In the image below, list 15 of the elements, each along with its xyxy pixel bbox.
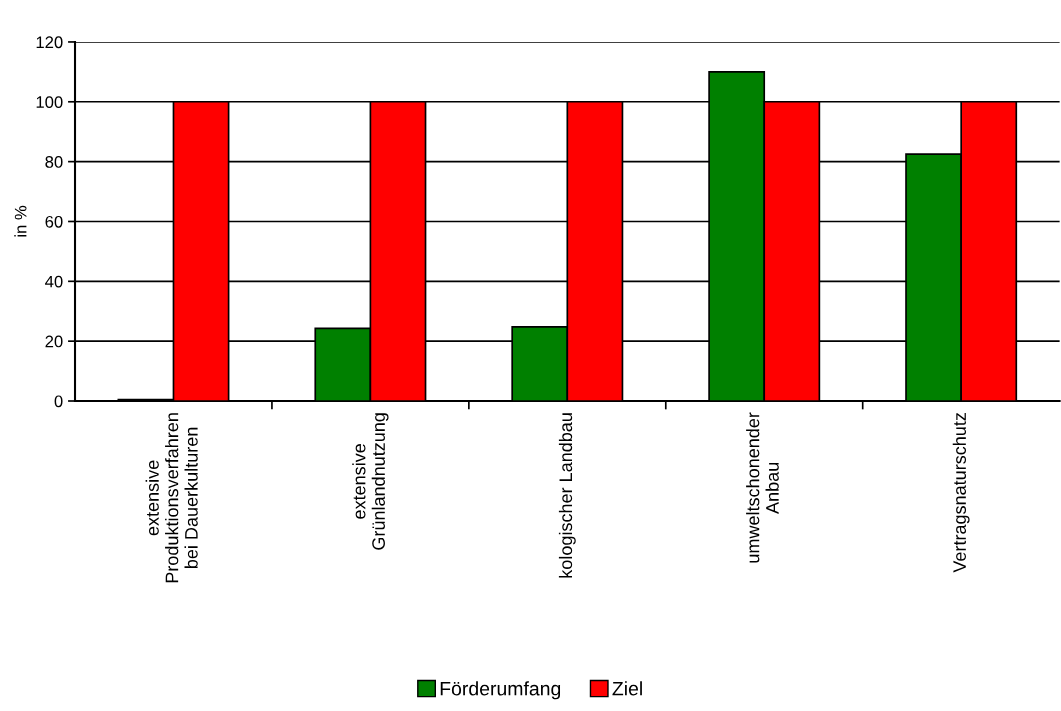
y-tick-label: 20 [45, 335, 63, 348]
y-tick-label: 80 [45, 156, 63, 168]
y-tick-label: 0 [54, 395, 63, 408]
x-tick-label: extensive Produktionsverfahren bei Dauerkulturen [145, 413, 198, 583]
y-axis-title: in % [14, 205, 27, 237]
x-tick-label: kologischer Landbau [558, 413, 576, 578]
x-tick-label: extensive Grünlandnutzung [352, 413, 389, 550]
y-tick-label: 120 [36, 36, 63, 49]
x-tick-label: Vertragsnaturschutz [952, 413, 970, 573]
y-tick-label: 100 [36, 96, 63, 108]
y-tick-label: 60 [45, 215, 63, 228]
legend-label: Ziel [612, 681, 642, 696]
y-tick-label: 40 [45, 275, 63, 288]
x-tick-label: umweltschonender Anbau [746, 412, 779, 563]
legend-label: Förderumfang [440, 681, 561, 700]
